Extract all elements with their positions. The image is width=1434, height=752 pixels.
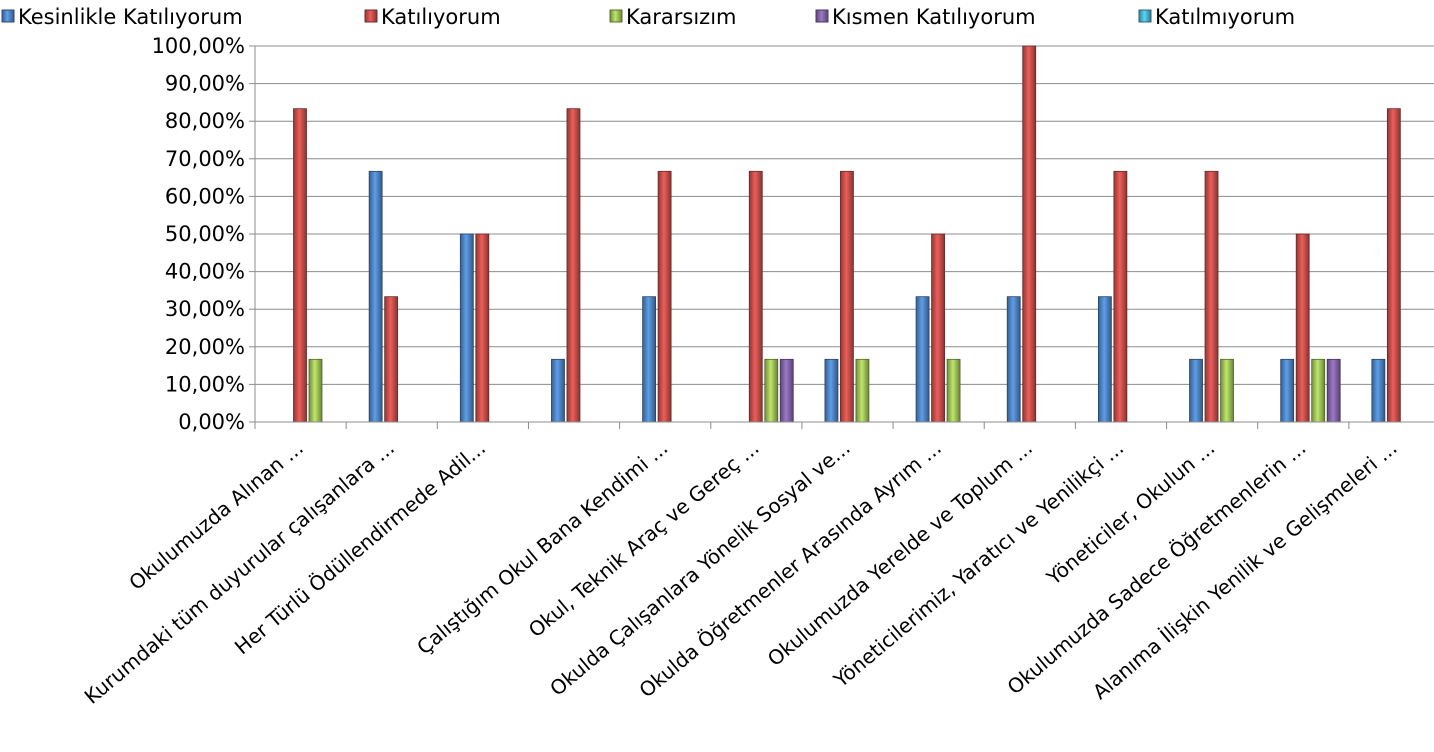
- bar-3-1: [308, 358, 323, 423]
- bar-2-8: [931, 233, 945, 423]
- legend-item-3: Kararsızım: [609, 5, 737, 29]
- bar-1-11: [1189, 358, 1203, 423]
- bar-2-1: [293, 108, 307, 423]
- bar-2-13: [1386, 108, 1401, 423]
- bar-2-6: [748, 170, 763, 423]
- bar-2-10: [1113, 170, 1128, 423]
- legend-swatch: [364, 9, 378, 23]
- y-tick-label: 50,00%: [165, 222, 245, 246]
- x-tick-label: Yöneticiler, Okulun ...: [1041, 435, 1219, 590]
- bar-3-11: [1220, 358, 1234, 423]
- legend-item-1: Kesinlikle Katılıyorum: [1, 5, 243, 29]
- legend-swatch: [815, 9, 829, 23]
- y-tick-label: 20,00%: [165, 335, 245, 359]
- legend-label: Kesinlikle Katılıyorum: [18, 5, 243, 29]
- bar-1-12: [1280, 358, 1295, 423]
- bar-1-8: [915, 296, 930, 423]
- legend-item-4: Kısmen Katılıyorum: [815, 5, 1036, 29]
- bar-2-9: [1022, 45, 1037, 423]
- bar-1-2: [368, 170, 383, 423]
- y-tick-label: 70,00%: [165, 147, 245, 171]
- y-tick-label: 40,00%: [165, 260, 245, 284]
- bar-2-4: [566, 108, 581, 423]
- bar-3-12: [1311, 358, 1326, 423]
- bar-2-12: [1295, 233, 1310, 423]
- bar-2-5: [657, 170, 672, 423]
- y-tick-label: 30,00%: [165, 297, 245, 321]
- y-tick-label: 80,00%: [165, 109, 245, 133]
- legend-item-2: Katılıyorum: [364, 5, 501, 29]
- legend-label: Katılmıyorum: [1155, 5, 1295, 29]
- bar-1-7: [824, 358, 839, 423]
- x-axis: Okulumuzda Alınan ...Kurumdaki tüm duyur…: [80, 421, 1434, 709]
- bar-2-2: [384, 296, 399, 423]
- bar-2-7: [840, 170, 854, 423]
- bar-1-3: [459, 233, 474, 423]
- bar-2-3: [475, 233, 490, 423]
- y-axis: 0,00% 10,00% 20,00% 30,00% 40,00% 50,00% 60,00…: [152, 34, 256, 434]
- y-tick-label: 0,00%: [178, 410, 245, 434]
- x-tick-label: Kurumdaki tüm duyurular çalışanlara ...: [80, 435, 399, 708]
- bar-1-9: [1006, 296, 1021, 423]
- bar-4-12: [1326, 358, 1341, 423]
- bars: [293, 45, 1401, 423]
- bar-3-7: [855, 358, 870, 423]
- y-tick-label: 90,00%: [165, 72, 245, 96]
- bar-1-13: [1371, 358, 1386, 423]
- y-tick-label: 100,00%: [152, 34, 245, 58]
- bar-4-6: [779, 358, 794, 423]
- bar-1-10: [1097, 296, 1112, 423]
- bar-3-8: [946, 358, 961, 423]
- bar-1-5: [642, 296, 657, 423]
- legend-swatch: [1138, 9, 1152, 23]
- y-tick-label: 60,00%: [165, 184, 245, 208]
- bar-1-4: [551, 358, 565, 423]
- bar-3-6: [764, 358, 779, 423]
- x-tick-label: Okulumuzda Alınan ...: [124, 435, 308, 594]
- legend-label: Kısmen Katılıyorum: [832, 5, 1036, 29]
- y-tick-label: 10,00%: [165, 372, 245, 396]
- legend-swatch: [609, 9, 623, 23]
- legend-label: Kararsızım: [626, 5, 737, 29]
- legend-item-5: Katılmıyorum: [1138, 5, 1295, 29]
- legend-swatch: [1, 9, 15, 23]
- bar-2-11: [1204, 170, 1219, 423]
- legend-label: Katılıyorum: [381, 5, 501, 29]
- legend: Kesinlikle Katılıyorum Katılıyorum Kararsı…: [1, 5, 1295, 29]
